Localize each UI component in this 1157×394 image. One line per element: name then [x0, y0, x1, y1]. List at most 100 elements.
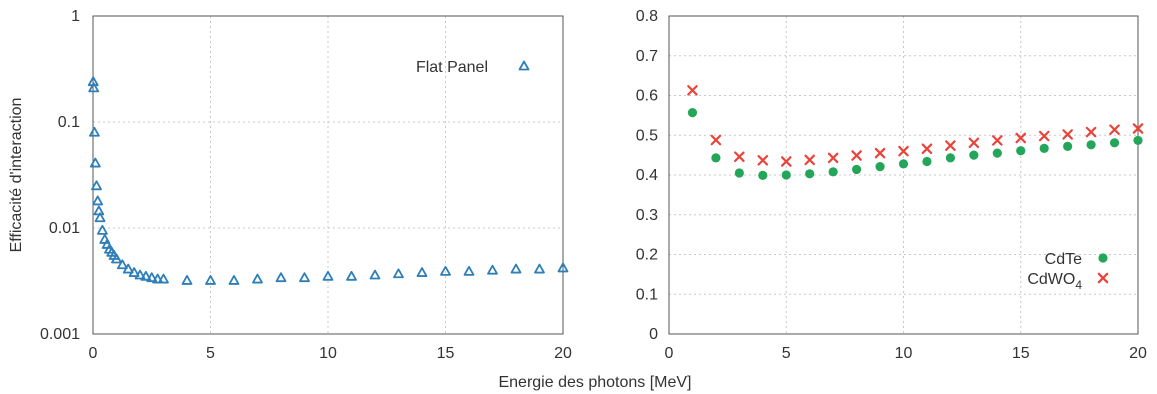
- data-point-cdte: [1087, 140, 1096, 149]
- data-point-cdte: [805, 169, 814, 178]
- data-point-flat-panel: [98, 226, 107, 234]
- marks-right: [688, 86, 1143, 180]
- data-point-cdwo4: [829, 154, 837, 162]
- data-point-flat-panel: [371, 271, 380, 279]
- legend-label-cdwo4: CdWO4: [1027, 271, 1082, 292]
- ticks-right: 0 5 10 15 20 0 0.1 0.2 0.3 0.4 0.5 0.6 0.7 0.8: [636, 8, 1147, 362]
- legend-left: Flat Panel: [416, 59, 529, 76]
- data-point-flat-panel: [324, 272, 333, 280]
- data-point-cdte: [1040, 144, 1049, 153]
- data-point-flat-panel: [94, 206, 103, 214]
- data-point-cdte: [735, 168, 744, 177]
- legend-symbol-cdwo4: [1099, 274, 1107, 282]
- data-point-cdwo4: [923, 145, 931, 153]
- x-tick-label-right: 20: [1129, 345, 1147, 362]
- data-point-flat-panel: [90, 128, 99, 136]
- legend-marker-cdwo4: [1099, 274, 1107, 282]
- data-point-flat-panel: [300, 273, 309, 281]
- x-axis-label: Energie des photons [MeV]: [498, 374, 691, 391]
- y-tick-label-left: 0.1: [58, 114, 80, 131]
- data-point-cdte: [1016, 146, 1025, 155]
- data-point-cdwo4: [1110, 125, 1118, 133]
- x-tick-label-left: 15: [437, 345, 455, 362]
- data-point-cdwo4: [806, 156, 814, 164]
- data-point-flat-panel: [159, 275, 168, 283]
- x-tick-label-right: 15: [1012, 345, 1030, 362]
- data-point-cdwo4: [735, 153, 743, 161]
- y-tick-label-left: 0.001: [40, 326, 80, 343]
- chart-interaction-efficiency-log: 0 5 10 15 20 0.001 0.01 0.1 1 Flat Panel Efficac…: [8, 8, 572, 362]
- grid-left: [93, 16, 563, 334]
- data-point-cdte: [1133, 136, 1142, 145]
- data-point-cdte: [688, 108, 697, 117]
- data-point-flat-panel: [512, 265, 521, 273]
- data-point-cdte: [758, 171, 767, 180]
- data-point-cdwo4: [759, 156, 767, 164]
- data-point-flat-panel: [93, 196, 102, 204]
- data-point-cdte: [899, 159, 908, 168]
- data-point-flat-panel: [418, 268, 427, 276]
- data-point-cdte: [711, 153, 720, 162]
- data-point-flat-panel: [230, 276, 239, 284]
- x-tick-label-right: 10: [895, 345, 913, 362]
- legend-label-flat-panel: Flat Panel: [416, 59, 488, 76]
- x-tick-label-left: 0: [89, 345, 98, 362]
- data-point-cdte: [852, 165, 861, 174]
- data-point-cdte: [1110, 138, 1119, 147]
- data-point-cdwo4: [852, 151, 860, 159]
- data-point-cdwo4: [899, 147, 907, 155]
- data-point-cdte: [993, 149, 1002, 158]
- data-point-flat-panel: [118, 260, 127, 268]
- data-point-cdwo4: [946, 141, 954, 149]
- data-point-cdte: [782, 170, 791, 179]
- data-point-cdte: [969, 151, 978, 160]
- y-tick-label-right: 0.5: [636, 127, 658, 144]
- x-tick-label-right: 5: [782, 345, 791, 362]
- data-point-cdte: [922, 157, 931, 166]
- data-point-cdwo4: [1087, 128, 1095, 136]
- data-point-flat-panel: [441, 267, 450, 275]
- y-tick-label-right: 0.6: [636, 88, 658, 105]
- y-tick-label-right: 0.3: [636, 207, 658, 224]
- x-tick-label-right: 0: [665, 345, 674, 362]
- legend-label-cdwo4-base: CdWO: [1027, 271, 1075, 288]
- x-tick-label-left: 20: [554, 345, 572, 362]
- data-point-flat-panel: [465, 267, 474, 275]
- data-point-cdwo4: [876, 149, 884, 157]
- y-tick-label-right: 0.1: [636, 286, 658, 303]
- data-point-flat-panel: [347, 272, 356, 280]
- legend-label-cdwo4-subscript: 4: [1075, 278, 1082, 292]
- data-point-flat-panel: [253, 275, 262, 283]
- y-tick-label-right: 0.2: [636, 247, 658, 264]
- data-point-cdwo4: [782, 157, 790, 165]
- y-tick-label-right: 0.8: [636, 8, 658, 25]
- data-point-flat-panel: [91, 159, 100, 167]
- legend-right: CdTe CdWO4: [1027, 251, 1107, 292]
- data-point-flat-panel: [535, 265, 544, 273]
- chart-interaction-efficiency-linear: 0 5 10 15 20 0 0.1 0.2 0.3 0.4 0.5 0.6 0.7 0.8 CdTe C…: [636, 8, 1147, 362]
- ticks-left: 0 5 10 15 20 0.001 0.01 0.1 1: [40, 8, 572, 362]
- data-point-cdwo4: [1040, 132, 1048, 140]
- data-point-flat-panel: [394, 269, 403, 277]
- data-point-cdwo4: [993, 136, 1001, 144]
- y-tick-label-left: 0.01: [49, 220, 80, 237]
- y-tick-label-left: 1: [71, 8, 80, 25]
- data-point-flat-panel: [488, 266, 497, 274]
- legend-symbol-flat-panel: [520, 62, 529, 70]
- legend-marker-cdte: [1098, 253, 1107, 262]
- data-point-cdte: [829, 167, 838, 176]
- data-point-cdwo4: [688, 86, 696, 94]
- data-point-cdte: [1063, 142, 1072, 151]
- data-point-cdwo4: [712, 136, 720, 144]
- y-tick-label-right: 0.4: [636, 167, 658, 184]
- x-tick-label-left: 5: [206, 345, 215, 362]
- data-point-cdwo4: [1063, 130, 1071, 138]
- x-tick-label-left: 10: [319, 345, 337, 362]
- legend-symbol-cdte: [1098, 253, 1107, 262]
- y-tick-label-right: 0: [649, 326, 658, 343]
- y-tick-label-right: 0.7: [636, 48, 658, 65]
- legend-label-cdte: CdTe: [1045, 251, 1082, 268]
- data-point-flat-panel: [183, 276, 192, 284]
- y-axis-label-left: Efficacité d'interaction: [8, 98, 25, 253]
